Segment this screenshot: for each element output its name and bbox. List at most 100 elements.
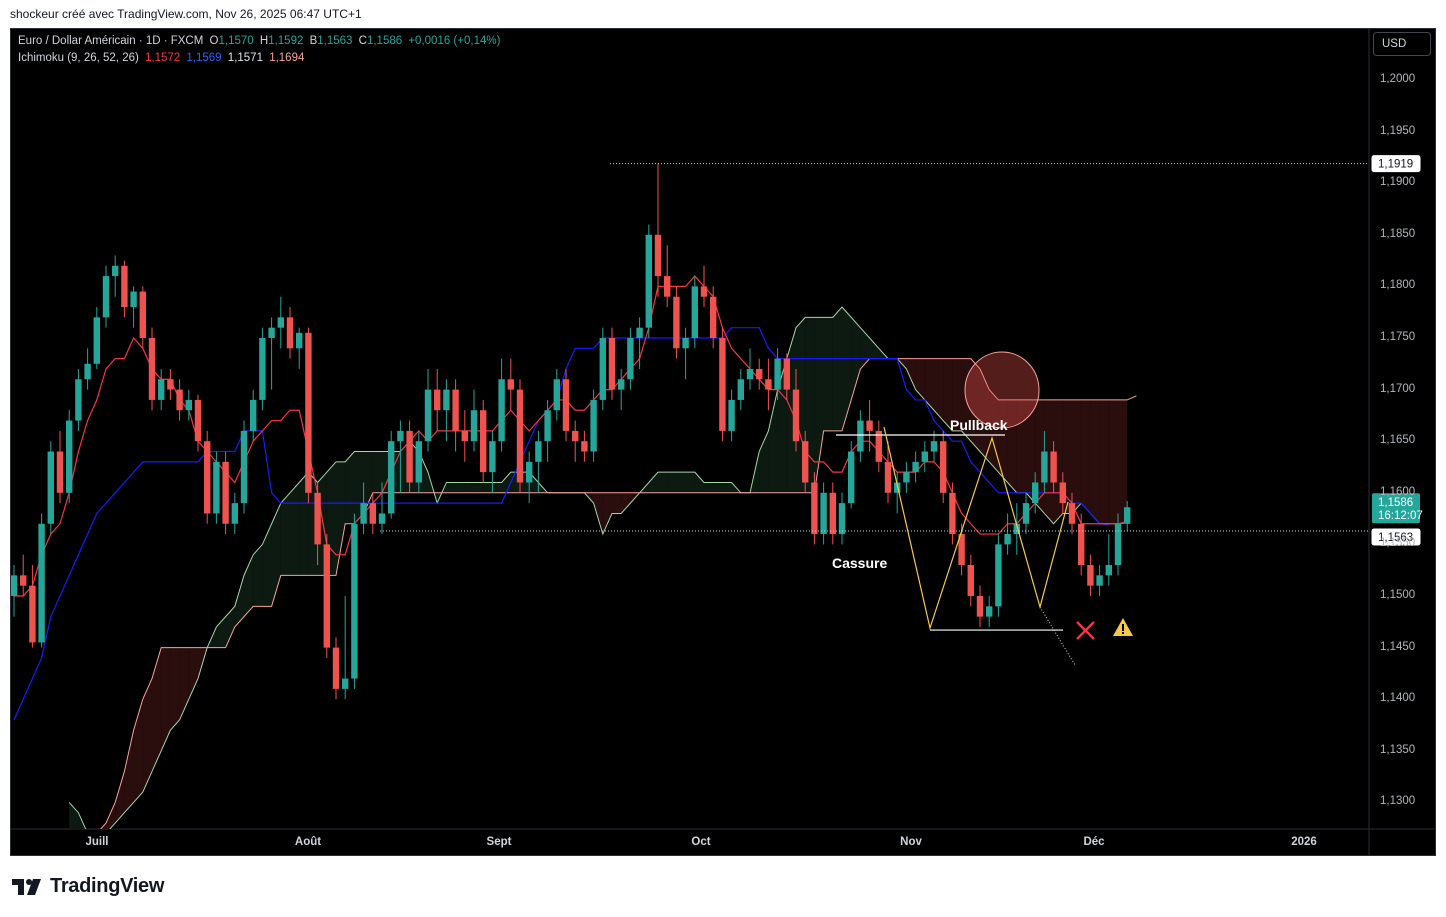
candle-body — [406, 430, 413, 483]
candle-body — [112, 265, 119, 277]
zigzag-line — [883, 426, 1069, 631]
candle-body — [673, 296, 680, 349]
cloud-segment — [906, 358, 916, 390]
cloud-segment — [363, 451, 373, 514]
price-tick: 1,1700 — [1380, 382, 1416, 395]
candle-body — [700, 286, 708, 297]
candle-body — [802, 441, 809, 483]
candle-body — [958, 534, 965, 566]
high-price-label — [1371, 155, 1421, 173]
candle-body — [378, 513, 386, 524]
candle-body — [857, 420, 864, 452]
cloud-segment — [943, 358, 953, 431]
cloud-segment — [621, 492, 631, 514]
cloud-segment — [934, 358, 944, 421]
candle-body — [424, 389, 432, 442]
cloud-segment — [69, 802, 79, 829]
candle-body — [1068, 503, 1076, 524]
price-tick: 1,1600 — [1380, 485, 1416, 498]
candle-body — [47, 451, 54, 524]
cloud-segment — [970, 358, 980, 452]
chart-panel[interactable] — [10, 28, 1436, 856]
candle-body — [608, 338, 616, 390]
candle-body — [544, 410, 551, 442]
candle-body — [351, 523, 358, 679]
change-value: +0,0016 (+0,14%) — [408, 35, 501, 47]
bottom-value: 1,1563 — [317, 35, 353, 47]
candle-body — [691, 286, 698, 338]
candle-body — [167, 379, 174, 390]
candle-body — [1032, 482, 1039, 504]
currency-button[interactable]: USD — [1373, 32, 1431, 56]
candle-body — [581, 441, 588, 452]
cloud-segment — [869, 338, 879, 359]
candle-body — [194, 399, 202, 442]
candle-body — [664, 276, 671, 297]
cloud-segment — [694, 472, 704, 493]
ichimoku-label[interactable]: Ichimoku (9, 26, 52, 26) — [18, 52, 139, 64]
candle-body — [397, 430, 404, 442]
cloud-segment — [768, 389, 778, 493]
candle-body — [56, 451, 64, 493]
candle-body — [222, 461, 229, 524]
candle-body — [756, 368, 763, 380]
candle-body — [967, 565, 974, 596]
cloud-segment — [814, 317, 824, 493]
cloud-segment — [216, 616, 226, 648]
candle-body — [1050, 451, 1057, 483]
candle-body — [995, 544, 1002, 607]
cloud-segment — [648, 472, 658, 493]
close-label: C — [358, 35, 367, 47]
candle-body — [654, 234, 662, 277]
candle-body — [774, 358, 781, 390]
candle-body — [11, 575, 18, 596]
candle-body — [710, 296, 717, 338]
tenkan-value: 1,1572 — [145, 52, 181, 64]
candle-body — [526, 461, 533, 483]
kijun-line — [13, 327, 1109, 721]
cloud-segment — [915, 358, 925, 400]
price-tick: 1,1650 — [1380, 434, 1416, 447]
time-tick: Août — [294, 836, 322, 848]
cloud-segment — [483, 482, 493, 493]
candle-body — [894, 482, 901, 493]
cloud-segment — [1026, 399, 1036, 504]
price-tick: 1,1300 — [1380, 795, 1416, 808]
candle-body — [682, 338, 689, 349]
cloud-segment — [455, 482, 465, 493]
cloud-segment — [372, 451, 382, 493]
cloud-segment — [179, 647, 189, 720]
cloud-segment — [253, 544, 263, 607]
candle-body — [323, 544, 330, 648]
last-price-label — [1372, 493, 1420, 524]
price-tick: 1,1900 — [1380, 176, 1416, 189]
candle-body — [553, 379, 560, 411]
ohlc-legend: Euro / Dollar Américain · 1D · FXCM O1,1… — [18, 35, 503, 47]
candle-body — [434, 389, 441, 411]
candle-body — [719, 338, 726, 431]
cloud-segment — [161, 647, 171, 751]
candle-body — [986, 606, 993, 617]
candle-body — [204, 441, 211, 514]
candle-body — [1078, 523, 1085, 566]
candle-body — [452, 389, 459, 431]
candle-body — [268, 327, 275, 338]
candle-body — [1114, 523, 1122, 566]
brand-footer[interactable]: TradingView — [12, 875, 164, 898]
symbol-name[interactable]: Euro / Dollar Américain · 1D · FXCM — [18, 35, 204, 47]
cloud-segment — [842, 307, 852, 431]
time-tick: Nov — [900, 836, 922, 848]
warning-icon-bar — [1122, 624, 1124, 631]
candle-body — [599, 338, 606, 400]
candle-body — [535, 441, 542, 462]
level-price-text: 1,1563 — [1378, 532, 1413, 544]
candle-body — [470, 410, 478, 442]
candle-body — [38, 523, 45, 643]
cloud-segment — [704, 482, 714, 493]
last-price-text: 1,1586 — [1378, 497, 1413, 509]
candle-body — [415, 441, 422, 483]
candle-body — [332, 647, 340, 689]
candle-body — [903, 472, 910, 483]
